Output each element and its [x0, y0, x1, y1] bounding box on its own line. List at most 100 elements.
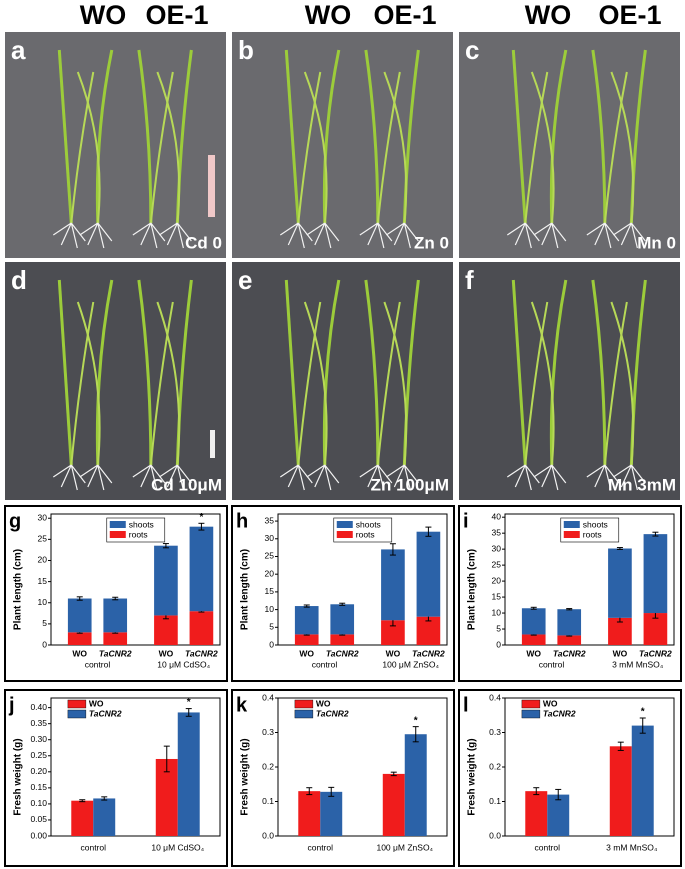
legend-swatch: [336, 531, 353, 538]
panel-letter: c: [465, 35, 479, 65]
legend-label: WO: [543, 698, 558, 708]
plant-shoot: [549, 279, 568, 466]
group-label: control: [312, 659, 338, 669]
plant-shoot: [549, 49, 568, 224]
header-label: WO: [525, 0, 572, 30]
photo: [5, 32, 226, 258]
legend-label: shoots: [129, 519, 154, 529]
bar-segment: [103, 598, 128, 633]
y-tick-label: 10: [38, 597, 48, 607]
bar: [155, 758, 178, 836]
plant-shoot: [376, 71, 401, 224]
error-bar: [389, 543, 396, 556]
legend-swatch: [563, 531, 580, 538]
panel-label: Mn 3mM: [608, 475, 676, 494]
x-tick-label: WO: [526, 648, 541, 658]
photo: [459, 32, 680, 258]
plant-shoot: [70, 301, 95, 466]
bar: [298, 791, 321, 836]
plant-root: [279, 464, 313, 491]
legend-label: WO: [89, 698, 104, 708]
x-tick-label: control: [534, 842, 560, 852]
error-bar: [412, 726, 419, 743]
legend-swatch: [521, 699, 541, 709]
panel-letter: k: [236, 694, 248, 716]
bar-segment: [643, 613, 668, 645]
y-tick-label: 5: [496, 623, 501, 633]
error-bar: [303, 604, 310, 608]
plant-shoot: [383, 301, 408, 466]
error-bar: [198, 522, 205, 531]
header-label: OE-1: [598, 0, 661, 30]
panel-letter: f: [465, 265, 474, 295]
plant-shoot: [57, 279, 73, 466]
plant-shoot: [610, 71, 635, 224]
plant-shoot: [137, 49, 153, 224]
plant-shoot: [603, 301, 628, 466]
photo: [232, 32, 453, 258]
bar: [177, 712, 200, 836]
plant-shoot: [524, 71, 549, 224]
y-tick-label: 0.25: [30, 750, 47, 760]
error-bar: [162, 543, 169, 549]
plant-shoot: [297, 301, 322, 466]
plant-shoot: [95, 279, 114, 466]
plant-shoot: [591, 49, 607, 224]
plant-shoot: [57, 49, 73, 224]
scale-bar: [208, 155, 215, 217]
bar-segment: [608, 548, 632, 618]
bar-segment: [67, 632, 92, 645]
y-tick-label: 0.00: [30, 830, 47, 840]
y-tick-label: 25: [492, 559, 502, 569]
panel-label: Cd 0: [185, 233, 222, 252]
x-tick-label: WO: [613, 648, 628, 658]
plant-root: [159, 464, 192, 491]
error-bar: [339, 602, 346, 606]
panel-letter: a: [11, 35, 26, 65]
y-tick-label: 20: [265, 568, 275, 578]
x-tick-label: control: [80, 842, 106, 852]
plant-shoot: [364, 279, 380, 466]
plant-shoot: [137, 279, 153, 466]
bar-segment: [381, 620, 405, 645]
significance: *: [199, 512, 203, 523]
x-tick-label: WO: [72, 648, 87, 658]
bar: [382, 773, 405, 836]
error-bar: [639, 717, 646, 734]
y-tick-label: 5: [269, 622, 274, 632]
legend-label: TaCNR2: [316, 708, 349, 718]
legend-swatch: [521, 709, 541, 719]
plant-shoot: [524, 301, 549, 466]
significance: *: [414, 715, 418, 726]
plant-shoot: [70, 71, 95, 224]
plant-shoot: [156, 301, 181, 466]
plot-frame: [277, 513, 448, 646]
bar-segment: [330, 634, 355, 645]
legend-swatch: [336, 521, 353, 528]
legend-label: TaCNR2: [543, 708, 576, 718]
legend-swatch: [294, 709, 314, 719]
plant-root: [506, 464, 540, 491]
y-tick-label: 30: [492, 543, 502, 553]
panel-letter: g: [9, 510, 21, 532]
bar: [525, 791, 548, 836]
bar: [93, 798, 116, 836]
y-tick-label: 25: [38, 534, 48, 544]
plant-shoot: [149, 71, 174, 224]
bar-segment: [154, 615, 178, 645]
plant-root: [279, 222, 313, 249]
plant-root: [613, 464, 646, 491]
scale-bar: [210, 430, 215, 458]
plant-root: [52, 464, 86, 491]
plant-root: [132, 222, 166, 249]
bar: [609, 746, 632, 836]
plant-shoot: [284, 279, 300, 466]
y-tick-label: 0: [496, 639, 501, 649]
plant-shoot: [530, 301, 555, 466]
error-bar: [306, 787, 313, 796]
plant-shoot: [303, 71, 328, 224]
y-tick-label: 0.1: [262, 796, 274, 806]
x-tick-label: WO: [386, 648, 401, 658]
bar-segment: [381, 549, 405, 621]
plant-root: [52, 222, 86, 249]
